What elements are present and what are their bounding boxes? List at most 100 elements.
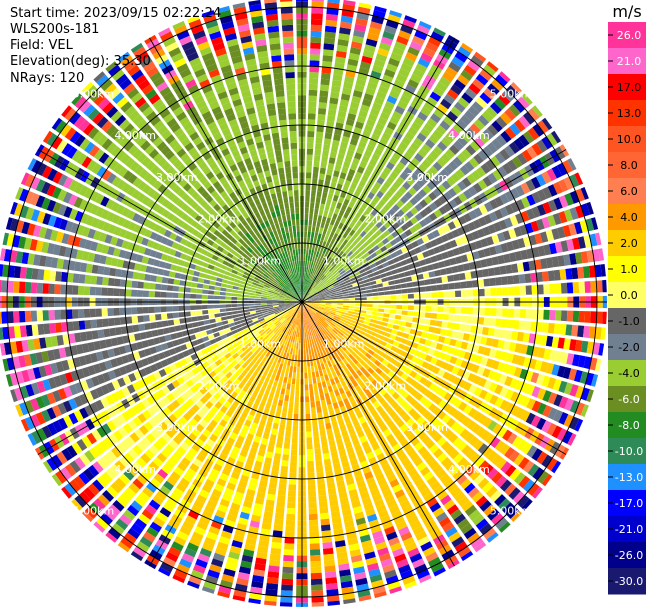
velocity-gate (51, 473, 63, 487)
velocity-gate (346, 64, 357, 73)
velocity-gate (330, 251, 336, 259)
velocity-gate (489, 318, 496, 327)
velocity-gate (324, 320, 330, 325)
velocity-gate (530, 372, 540, 384)
velocity-gate (341, 166, 349, 174)
velocity-gate (284, 320, 289, 327)
velocity-gate (80, 380, 89, 391)
velocity-gate (429, 393, 438, 402)
velocity-gate (336, 116, 345, 124)
velocity-gate (176, 331, 183, 339)
velocity-gate (416, 132, 427, 143)
velocity-gate (397, 100, 408, 110)
velocity-gate (405, 201, 414, 210)
velocity-gate (195, 350, 204, 358)
velocity-gate (418, 280, 425, 286)
velocity-gate (293, 407, 299, 414)
velocity-gate (352, 282, 359, 287)
velocity-gate (349, 236, 356, 244)
velocity-gate (52, 348, 61, 360)
velocity-gate (575, 402, 585, 416)
velocity-gate (432, 334, 440, 342)
velocity-gate (372, 400, 381, 409)
velocity-gate (309, 213, 313, 220)
velocity-gate (187, 510, 200, 520)
velocity-gate (335, 349, 342, 356)
velocity-gate (296, 300, 302, 302)
velocity-gate (436, 313, 444, 320)
velocity-gate (345, 356, 352, 363)
velocity-gate (363, 502, 374, 511)
velocity-gate (216, 410, 225, 419)
velocity-gate (278, 304, 285, 307)
velocity-gate (292, 372, 296, 379)
velocity-gate (71, 498, 83, 511)
velocity-gate (321, 441, 328, 449)
velocity-gate (389, 264, 397, 270)
velocity-gate (87, 365, 96, 376)
velocity-gate (398, 526, 410, 536)
velocity-gate (491, 338, 499, 348)
velocity-gate (320, 266, 326, 273)
velocity-gate (388, 318, 395, 324)
velocity-gate (407, 46, 420, 57)
velocity-gate (126, 270, 134, 279)
velocity-gate (347, 58, 359, 67)
velocity-gate (209, 318, 216, 324)
velocity-gate (385, 271, 393, 277)
velocity-gate (366, 432, 375, 441)
velocity-gate (484, 288, 491, 297)
velocity-gate (499, 399, 510, 411)
velocity-gate (295, 331, 298, 338)
velocity-gate (396, 558, 409, 569)
velocity-gate (388, 537, 400, 547)
velocity-gate (310, 237, 314, 244)
velocity-gate (253, 416, 260, 425)
velocity-gate (316, 465, 324, 473)
velocity-gate (588, 326, 596, 339)
velocity-gate (324, 222, 330, 230)
velocity-gate (210, 405, 219, 414)
velocity-gate (216, 478, 227, 487)
velocity-gate (251, 390, 259, 398)
velocity-gate (25, 324, 33, 337)
velocity-gate (392, 324, 400, 330)
velocity-gate (404, 580, 417, 589)
velocity-gate (160, 291, 167, 298)
velocity-gate (282, 312, 288, 317)
velocity-gate (394, 284, 402, 290)
velocity-gate (333, 170, 340, 178)
velocity-gate (289, 472, 297, 479)
velocity-gate (441, 441, 451, 451)
velocity-gate (311, 282, 316, 288)
velocity-gate (241, 336, 249, 342)
velocity-gate (306, 285, 309, 292)
velocity-gate (339, 172, 347, 180)
velocity-gate (189, 537, 202, 547)
velocity-gate (58, 245, 67, 257)
velocity-gate (120, 537, 134, 549)
velocity-gate (89, 308, 96, 318)
velocity-gate (370, 233, 378, 241)
velocity-gate (426, 476, 438, 486)
velocity-gate (41, 350, 50, 363)
velocity-gate (320, 221, 325, 229)
velocity-gate (300, 319, 302, 326)
velocity-gate (399, 438, 409, 448)
velocity-gate (443, 403, 453, 413)
velocity-gate (64, 247, 73, 258)
velocity-gate (317, 333, 322, 340)
velocity-gate (297, 319, 300, 326)
velocity-gate (473, 207, 483, 218)
velocity-gate (307, 303, 314, 306)
velocity-gate (319, 393, 325, 401)
velocity-gate (289, 323, 293, 330)
velocity-gate (312, 306, 319, 309)
velocity-gate (458, 323, 466, 332)
velocity-gate (411, 275, 418, 281)
velocity-gate (489, 277, 496, 286)
velocity-gate (433, 567, 446, 577)
velocity-gate (318, 272, 324, 279)
velocity-gate (455, 340, 463, 348)
velocity-gate (245, 458, 255, 466)
